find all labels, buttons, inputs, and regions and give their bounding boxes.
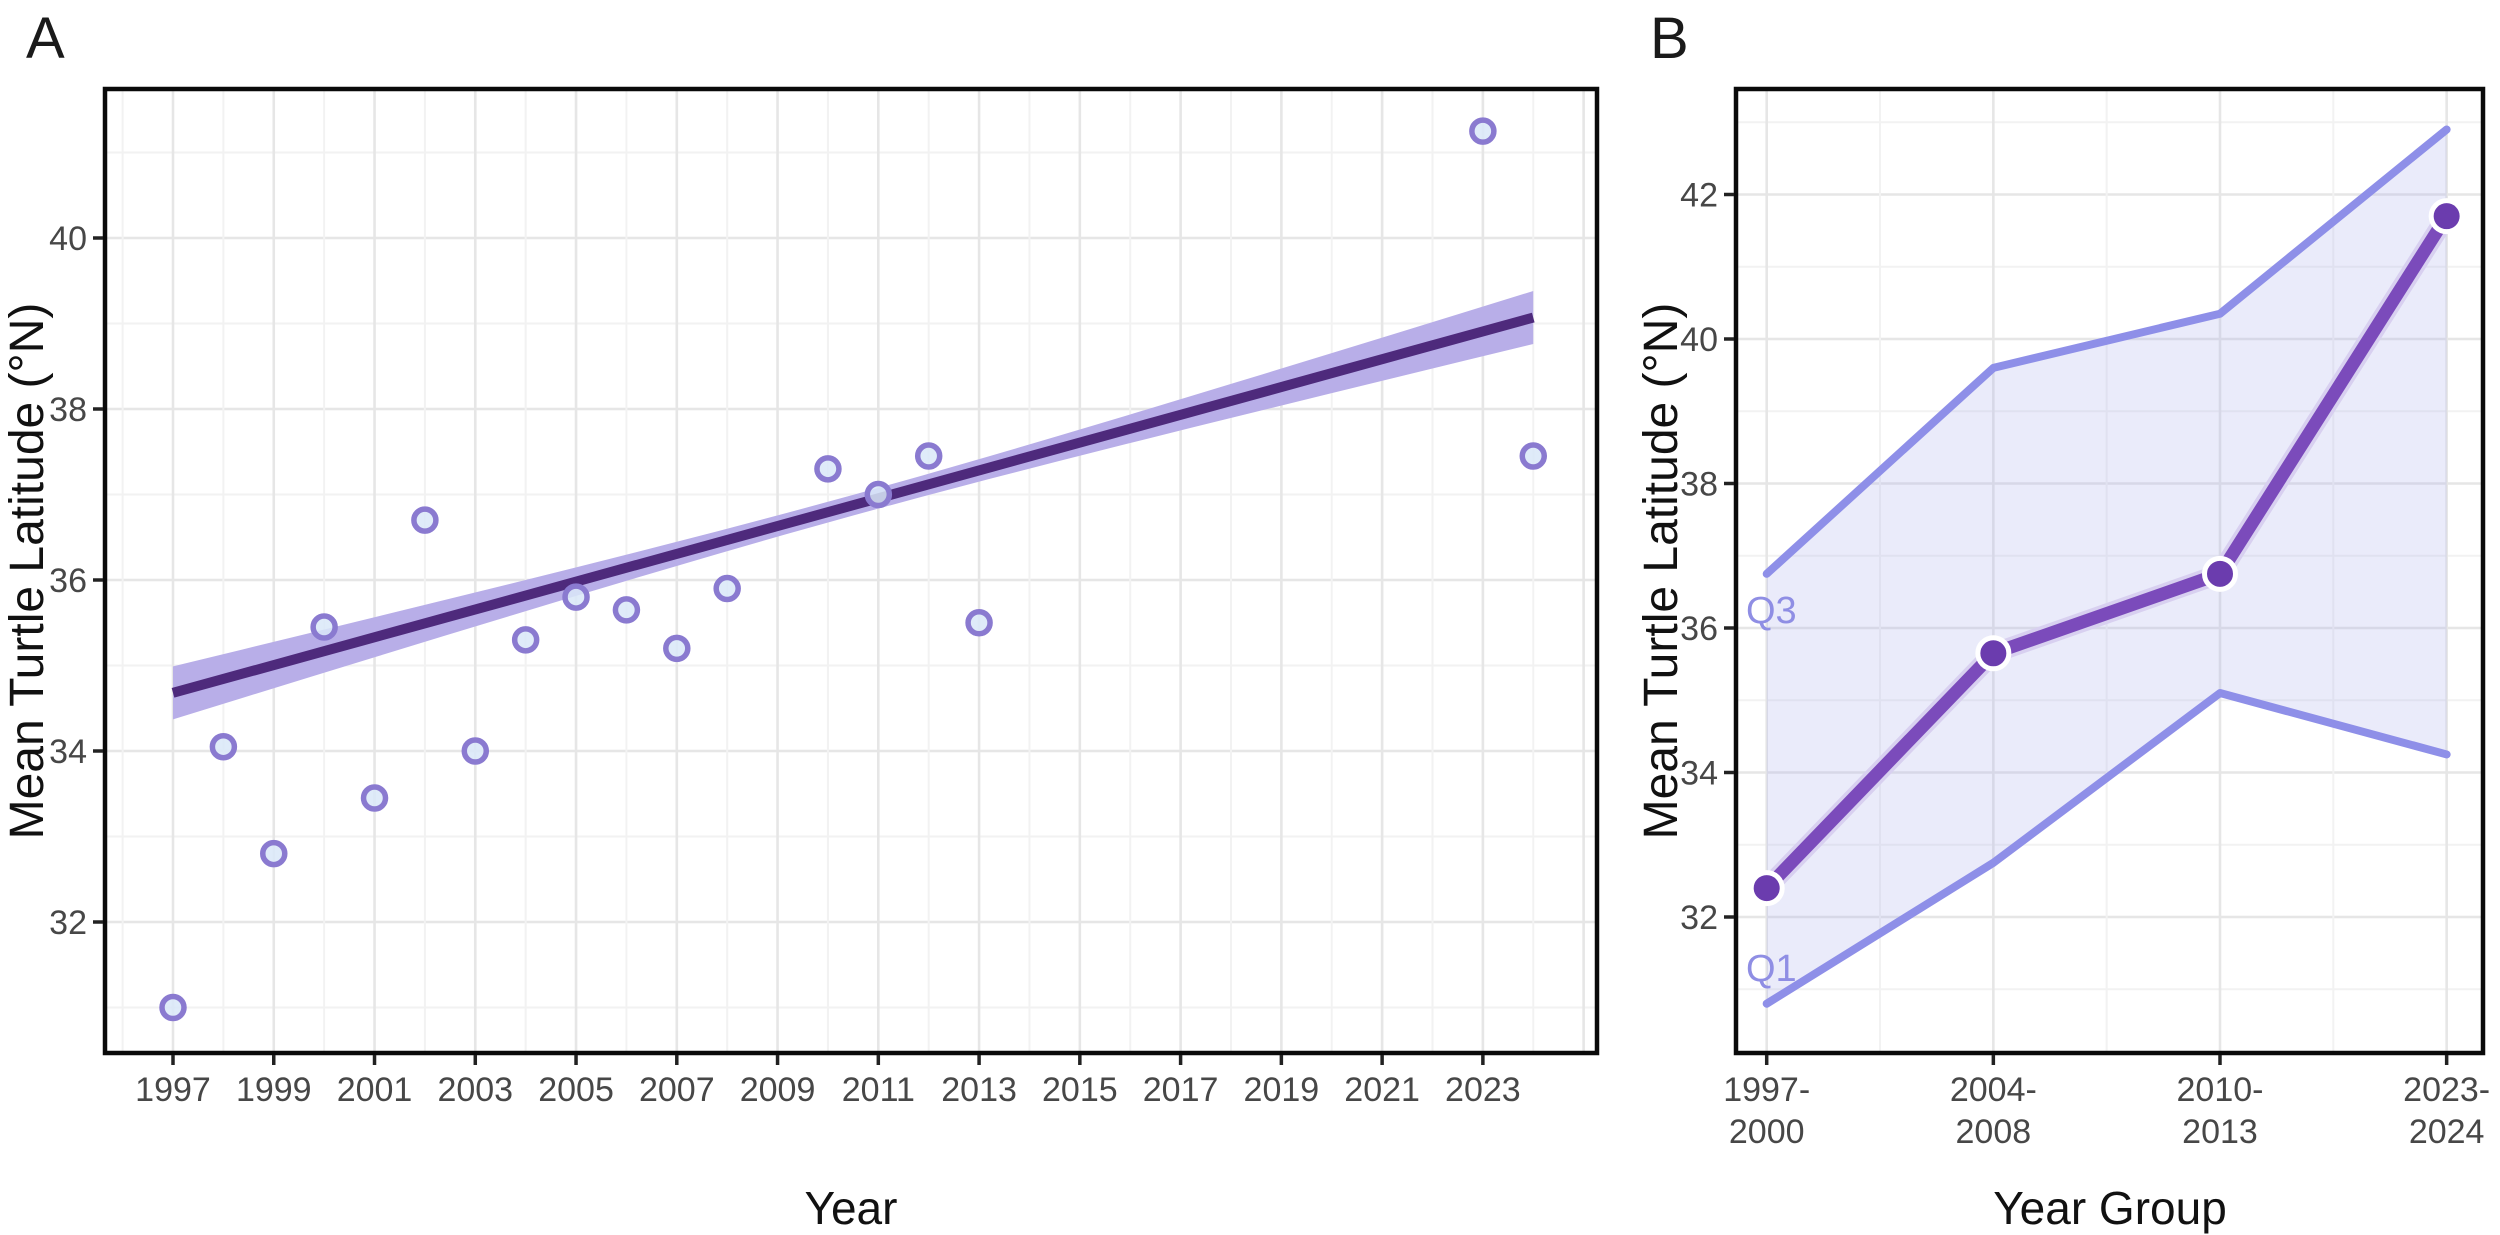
median-point: [2428, 198, 2465, 235]
y-tick-label: 38: [1680, 466, 1718, 504]
panel-a-label: A: [26, 6, 65, 71]
x-tick-label: 2019: [1244, 1071, 1320, 1109]
scatter-point: [965, 609, 993, 637]
scatter-point: [260, 839, 288, 868]
panel-a-axes: 1997 1999 2001 2003 2005 2007 2009 2011 2013 2015…: [49, 220, 1521, 1109]
y-tick-label: 32: [1680, 899, 1718, 937]
x-tick-label: 2023: [1445, 1071, 1521, 1109]
panel-a-border: [102, 86, 1600, 1056]
scatter-point: [914, 442, 943, 470]
panel-b-border: [1733, 86, 2486, 1056]
scatter-point: [511, 626, 540, 654]
x-tick-label: 2004-2008: [1950, 1071, 2037, 1151]
median-point: [1975, 635, 2012, 672]
x-tick-label: 2015: [1042, 1071, 1118, 1109]
y-tick-label: 40: [1680, 321, 1718, 359]
scatter-point: [461, 737, 490, 765]
x-tick-label: 2001: [337, 1071, 413, 1109]
trend-line: [171, 312, 1535, 698]
y-tick-label: 38: [49, 391, 87, 429]
y-tick-label: 40: [49, 220, 87, 258]
scatter-point: [411, 506, 439, 534]
scatter-point: [360, 784, 389, 812]
y-tick-label: 32: [49, 904, 87, 942]
scatter-point: [209, 732, 238, 761]
q1-line: [1762, 689, 2451, 1008]
panel-a-y-axis-title: Mean Turtle Latitude (°N): [1, 302, 54, 840]
x-tick-label: 2017: [1143, 1071, 1219, 1109]
y-tick-label: 36: [1680, 610, 1718, 648]
q1-band-annotation: Q1: [1746, 948, 1797, 990]
scatter-point: [562, 583, 590, 611]
q3-line: [1762, 125, 2451, 578]
panel-b-label: B: [1650, 6, 1689, 71]
panel-b-y-axis-title: Mean Turtle Latitude (°N): [1635, 302, 1688, 840]
x-tick-label: 2010-2013: [2177, 1071, 2264, 1151]
panel-b-x-axis-title: Year Group: [1993, 1182, 2227, 1234]
x-tick-label: 2003: [437, 1071, 513, 1109]
median-point: [2202, 555, 2238, 592]
y-tick-label: 34: [1680, 755, 1718, 793]
scatter-point: [663, 634, 691, 663]
x-tick-label: 1997-2000: [1723, 1071, 1810, 1151]
x-tick-label: 2007: [639, 1071, 715, 1109]
x-tick-label: 1999: [236, 1071, 312, 1109]
x-tick-label: 2009: [740, 1071, 816, 1109]
scatter-point: [814, 455, 842, 483]
panel-b-axes: 1997-2000 2004-2008 2010-2013 2023-2024 32 34…: [1680, 177, 2490, 1152]
scatter-point: [310, 613, 338, 641]
panel-a-plot: [105, 89, 1597, 1053]
x-tick-label: 2005: [538, 1071, 614, 1109]
x-tick-label: 2013: [941, 1071, 1017, 1109]
x-tick-label: 1997: [135, 1071, 211, 1109]
scatter-point: [864, 480, 893, 509]
x-tick-label: 2021: [1344, 1071, 1420, 1109]
iqr-band: [1766, 129, 2447, 1004]
panel-b-plot: [1736, 89, 2483, 1053]
panel-a-x-axis-title: Year: [804, 1182, 898, 1234]
y-tick-label: 36: [49, 562, 87, 600]
scatter-point: [159, 993, 187, 1022]
scatter-point: [612, 596, 641, 624]
median-point: [1748, 870, 1785, 907]
y-tick-label: 34: [49, 733, 87, 771]
scatter-point: [1469, 117, 1497, 145]
scatter-point: [1519, 442, 1548, 470]
median-line: [1760, 209, 2454, 895]
x-tick-label: 2011: [842, 1071, 915, 1109]
scatter-point: [713, 574, 741, 603]
q3-band-annotation: Q3: [1746, 590, 1797, 632]
x-tick-label: 2023-2024: [2403, 1071, 2490, 1151]
y-tick-label: 42: [1680, 177, 1718, 215]
